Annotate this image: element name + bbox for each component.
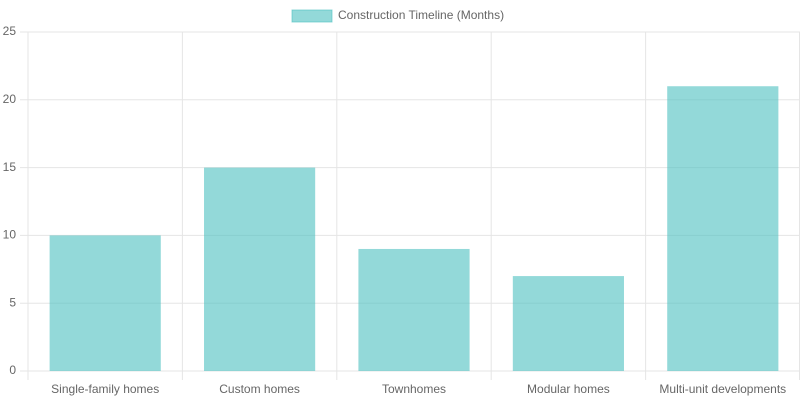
- y-tick-label: 5: [9, 295, 16, 309]
- bar: [512, 276, 624, 371]
- bar: [204, 167, 316, 371]
- bar: [49, 235, 161, 371]
- legend-swatch[interactable]: [291, 9, 333, 23]
- x-tick-label: Multi-unit developments: [659, 382, 786, 396]
- legend-label[interactable]: Construction Timeline (Months): [338, 8, 504, 22]
- y-tick-label: 20: [3, 92, 17, 106]
- x-tick-label: Custom homes: [219, 382, 300, 396]
- y-tick-label: 10: [3, 228, 17, 242]
- x-tick-label: Single-family homes: [51, 382, 159, 396]
- x-tick-label: Modular homes: [527, 382, 610, 396]
- bar: [358, 248, 470, 371]
- x-tick-label: Townhomes: [382, 382, 446, 396]
- y-tick-label: 25: [3, 24, 17, 38]
- y-tick-label: 15: [3, 160, 17, 174]
- y-tick-label: 0: [9, 363, 16, 377]
- bar: [667, 86, 779, 372]
